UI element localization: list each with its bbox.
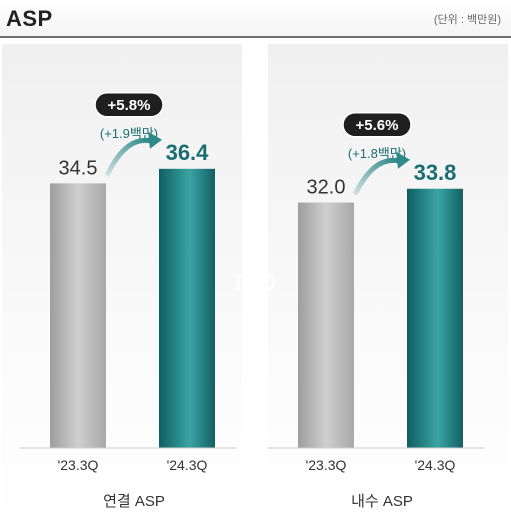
category-label: '24.3Q — [167, 457, 208, 473]
growth-arrow-head — [396, 151, 410, 169]
header-bar: ASP (단위 : 백만원) — [0, 0, 511, 38]
value-label: 33.8 — [414, 160, 457, 185]
value-label: 36.4 — [166, 140, 210, 165]
change-badge — [342, 112, 412, 138]
value-label: 34.5 — [59, 157, 98, 179]
change-badge-text: +5.6% — [356, 117, 399, 134]
change-badge — [94, 92, 164, 118]
growth-arrow — [353, 157, 401, 196]
growth-arrow-head — [148, 131, 162, 149]
category-label: '24.3Q — [415, 457, 456, 473]
change-note: (+1.8백만) — [348, 146, 406, 161]
bar-1 — [50, 183, 106, 448]
bar-1 — [298, 202, 354, 448]
change-note: (+1.9백만) — [100, 126, 158, 141]
category-label: '23.3Q — [58, 457, 99, 473]
page-title: ASP — [6, 6, 53, 31]
chart-title: 내수 ASP — [351, 493, 413, 510]
bar-2 — [407, 188, 463, 448]
bar-2 — [159, 168, 215, 448]
unit-note: (단위 : 백만원) — [433, 14, 501, 26]
chart-title: 연결 ASP — [103, 493, 165, 510]
category-label: '23.3Q — [306, 457, 347, 473]
value-label: 32.0 — [307, 177, 346, 199]
change-badge-text: +5.8% — [108, 97, 151, 114]
growth-arrow — [105, 137, 153, 176]
watermark-text: TBD — [231, 270, 276, 295]
